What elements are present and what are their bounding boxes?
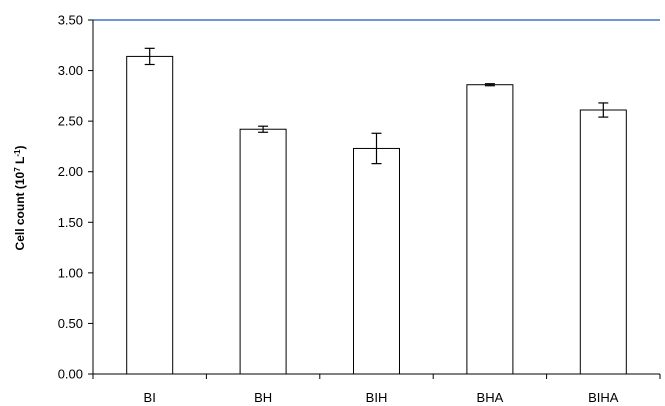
bar-bih: [353, 147, 400, 375]
y-tick-labels: 0.00 0.50 1.00 1.50 2.00 2.50 3.00 3.50: [58, 13, 83, 382]
y-axis-label: Cell count (107 L-1): [13, 146, 28, 251]
y-tick-label: 3.50: [58, 13, 83, 28]
y-tick-label: 1.50: [58, 215, 83, 230]
x-tick-label-bih: BIH: [366, 390, 388, 405]
y-tick-label: 2.00: [58, 164, 83, 179]
y-tick-label: 0.00: [58, 367, 83, 382]
y-axis-label-end: ): [13, 146, 27, 150]
x-tick-label-biha: BIHA: [588, 390, 619, 405]
y-axis-label-unit: L: [13, 157, 27, 168]
bar-bi: [126, 55, 174, 375]
y-tick-label: 3.00: [58, 63, 83, 78]
bar-biha: [579, 109, 627, 375]
bars: [126, 55, 627, 375]
y-tick-label: 0.50: [58, 316, 83, 331]
x-tick-label-bi: BI: [144, 390, 156, 405]
x-tick-label-bh: BH: [254, 390, 272, 405]
x-tick-labels: BI BH BIH BHA BIHA: [144, 390, 619, 405]
y-tick-label: 1.00: [58, 265, 83, 280]
error-bars: [144, 47, 609, 165]
x-tick-label-bha: BHA: [477, 390, 504, 405]
y-axis-label-main: Cell count (10: [13, 171, 27, 250]
y-tick-label: 2.50: [58, 114, 83, 129]
y-axis-label-exponent-2: -1: [13, 149, 22, 157]
bar-bh: [239, 128, 287, 375]
y-axis-label-exponent-1: 7: [13, 167, 22, 172]
bar-bha: [466, 84, 514, 375]
